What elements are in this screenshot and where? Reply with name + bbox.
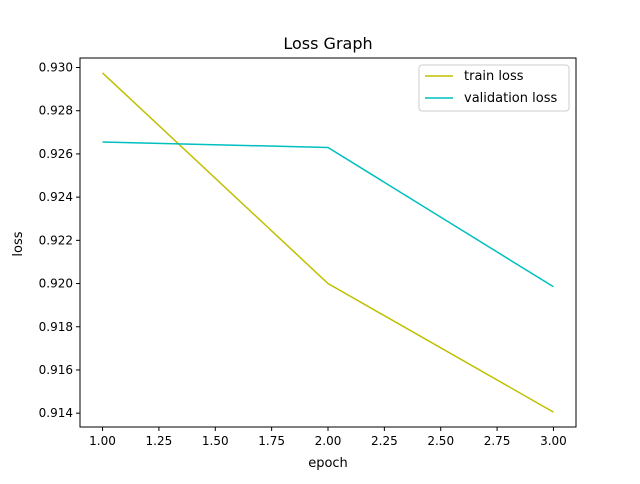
x-tick-label: 3.00 (540, 434, 567, 448)
y-tick-label: 0.922 (39, 233, 73, 247)
x-tick-label: 2.00 (315, 434, 342, 448)
y-tick-label: 0.928 (39, 104, 73, 118)
x-tick-label: 1.00 (89, 434, 116, 448)
y-tick-label: 0.924 (39, 190, 73, 204)
legend-box (418, 64, 570, 112)
x-tick-label: 2.25 (371, 434, 398, 448)
ticks-layer: 1.00 1.25 1.50 1.75 2.00 2.25 2.50 2.75 3.00 0.91… (39, 61, 567, 448)
y-axis-label: loss (11, 231, 26, 256)
legend: train loss validation loss (418, 64, 570, 112)
x-tick-label: 2.50 (427, 434, 454, 448)
x-tick-label: 1.50 (202, 434, 229, 448)
x-tick-label: 2.75 (484, 434, 511, 448)
y-tick-label: 0.930 (39, 61, 73, 75)
x-tick-label: 1.75 (258, 434, 285, 448)
y-tick-label: 0.920 (39, 277, 73, 291)
legend-label: validation loss (464, 91, 557, 106)
chart-title: Loss Graph (283, 34, 372, 53)
x-axis-label: epoch (308, 456, 348, 471)
y-tick-label: 0.916 (39, 363, 73, 377)
y-tick-label: 0.914 (39, 406, 73, 420)
x-tick-label: 1.25 (146, 434, 173, 448)
series-line-train-loss (102, 72, 554, 413)
plot-frame (79, 57, 577, 428)
series-line-validation-loss (102, 141, 554, 288)
y-tick-label: 0.918 (39, 320, 73, 334)
y-tick-label: 0.926 (39, 147, 73, 161)
series-lines (102, 72, 554, 413)
legend-label: train loss (464, 69, 524, 84)
